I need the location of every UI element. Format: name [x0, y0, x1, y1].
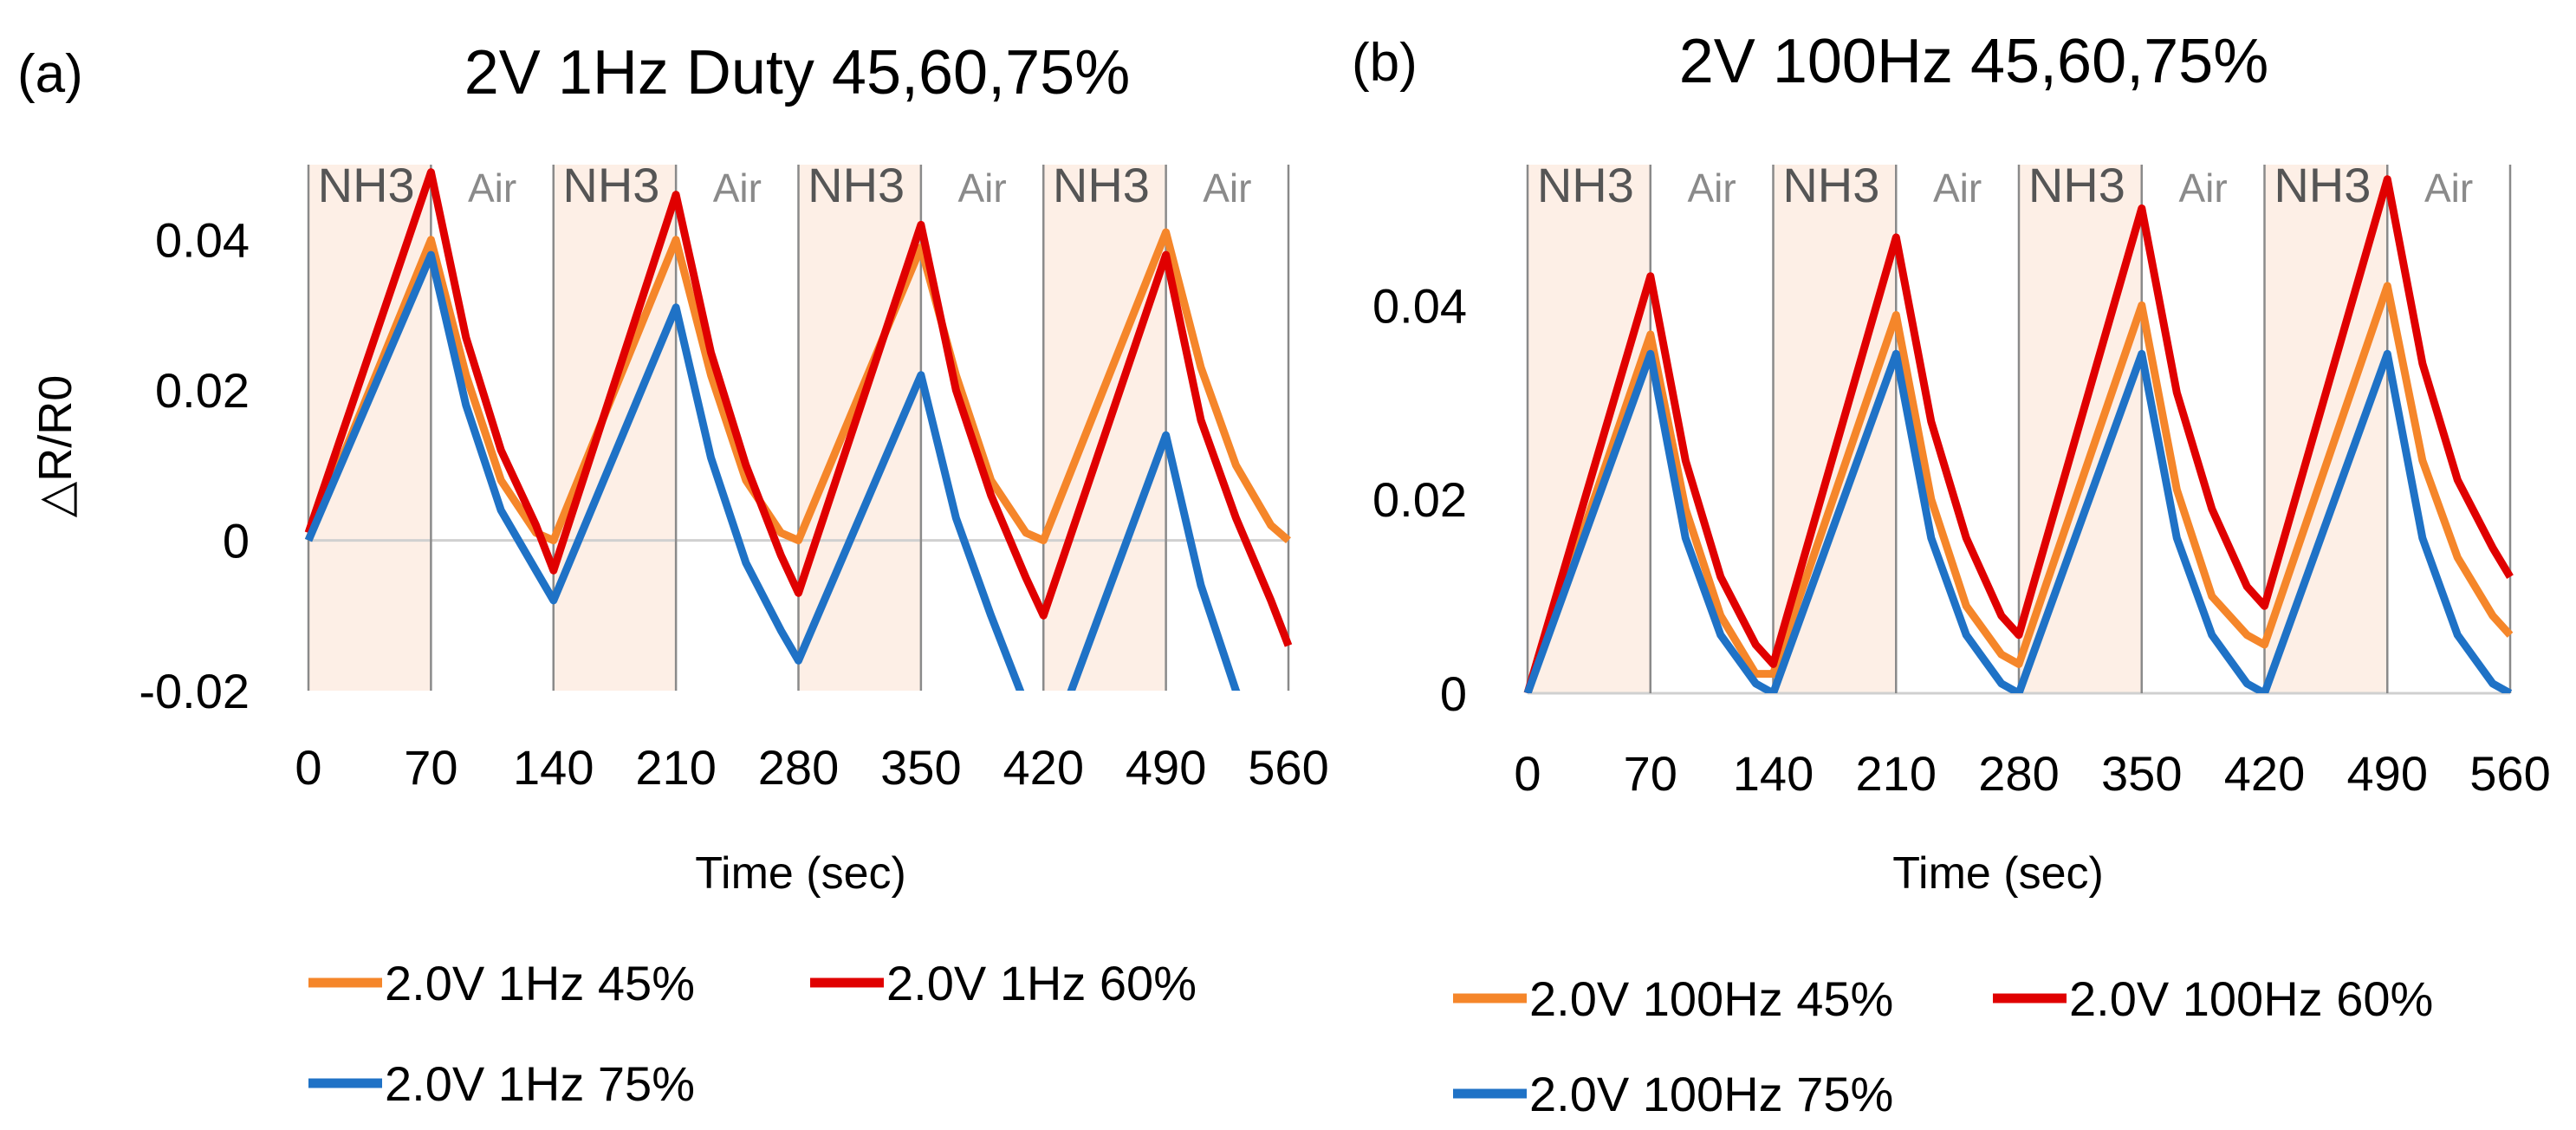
- y-tick-label: 0.04: [155, 213, 250, 268]
- x-tick-label: 420: [1003, 740, 1084, 795]
- y-tick-label: 0.02: [1372, 472, 1467, 527]
- x-tick-label: 490: [2347, 746, 2428, 801]
- x-axis-label: Time (sec): [1892, 848, 2104, 899]
- y-axis-label: △R/R0: [29, 375, 81, 518]
- x-tick-label: 0: [295, 740, 321, 795]
- region-label-air: Air: [468, 166, 516, 211]
- legend-item: 2.0V 100Hz 45%: [1453, 971, 1893, 1026]
- series-line-3: [1523, 349, 2513, 693]
- x-tick-label: 70: [404, 740, 457, 795]
- x-tick-label: 280: [758, 740, 839, 795]
- panel-label: (a): [17, 44, 83, 104]
- region-label-air: Air: [2424, 166, 2473, 211]
- legend-item: 2.0V 1Hz 75%: [308, 1056, 695, 1111]
- series-line-1: [1523, 282, 2514, 693]
- x-axis-label: Time (sec): [695, 848, 906, 899]
- x-tick-label: 560: [1248, 740, 1328, 795]
- legend-item: 2.0V 100Hz 60%: [1993, 971, 2433, 1026]
- legend-item: 2.0V 1Hz 45%: [308, 956, 695, 1010]
- chart-b: NH3 Air NH3 Air NH3 Air NH3 Air 0.04 0.02 00 70 140 2…: [1352, 27, 2551, 1121]
- legend-label: 2.0V 100Hz 45%: [1529, 971, 1893, 1026]
- x-tick-label: 280: [1978, 746, 2059, 801]
- region-label-nh3: NH3: [1053, 158, 1150, 212]
- y-tick-label: 0: [1440, 666, 1467, 721]
- region-label-nh3: NH3: [1782, 158, 1879, 212]
- legend-label: 2.0V 100Hz 60%: [2069, 971, 2433, 1026]
- x-tick-label: 490: [1126, 740, 1206, 795]
- legend-label: 2.0V 100Hz 75%: [1529, 1067, 1893, 1121]
- region-label-air: Air: [2179, 166, 2228, 211]
- chart-title: 2V 1Hz Duty 45,60,75%: [464, 38, 1130, 107]
- legend-item: 2.0V 1Hz 60%: [810, 956, 1197, 1010]
- y-tick-label: 0.02: [155, 363, 250, 418]
- region-label-air: Air: [713, 166, 762, 211]
- x-tick-label: 350: [2101, 746, 2182, 801]
- region-label-nh3: NH3: [1537, 158, 1634, 212]
- region-label-air: Air: [1688, 166, 1736, 211]
- nh3-exposure-region: [308, 165, 431, 691]
- region-label-air: Air: [1203, 166, 1251, 211]
- chart-a: NH3 Air NH3 Air NH3 Air NH3 Air 0.04 0.02 0 -0.02 0 7…: [17, 38, 1329, 1111]
- region-label-nh3: NH3: [2028, 158, 2125, 212]
- series-line-2: [304, 168, 1293, 647]
- legend-label: 2.0V 1Hz 75%: [385, 1056, 695, 1111]
- y-tick-label: 0: [223, 514, 250, 568]
- x-tick-label: 70: [1624, 746, 1677, 801]
- x-tick-label: 140: [513, 740, 594, 795]
- region-label-air: Air: [957, 166, 1006, 211]
- region-label-nh3: NH3: [318, 158, 415, 212]
- region-label-air: Air: [1933, 166, 1982, 211]
- region-label-nh3: NH3: [562, 158, 659, 212]
- x-tick-label: 0: [1514, 746, 1541, 801]
- x-tick-label: 210: [635, 740, 716, 795]
- x-tick-label: 210: [1856, 746, 1937, 801]
- legend-label: 2.0V 1Hz 60%: [886, 956, 1197, 1010]
- series-line-1: [304, 228, 1291, 545]
- x-tick-label: 350: [880, 740, 961, 795]
- x-tick-label: 420: [2224, 746, 2305, 801]
- legend-item: 2.0V 100Hz 75%: [1453, 1067, 1893, 1121]
- region-label-nh3: NH3: [2274, 158, 2371, 212]
- nh3-exposure-region: [1528, 165, 1651, 693]
- y-tick-label: 0.04: [1372, 278, 1467, 333]
- y-tick-label: -0.02: [139, 664, 250, 718]
- x-tick-label: 140: [1733, 746, 1814, 801]
- legend-label: 2.0V 1Hz 45%: [385, 956, 695, 1010]
- region-label-nh3: NH3: [808, 158, 905, 212]
- series-line-2: [1523, 175, 2514, 693]
- chart-title: 2V 100Hz 45,60,75%: [1679, 27, 2268, 96]
- series-line-3: [304, 250, 1241, 691]
- x-tick-label: 560: [2469, 746, 2550, 801]
- panel-label: (b): [1352, 33, 1418, 93]
